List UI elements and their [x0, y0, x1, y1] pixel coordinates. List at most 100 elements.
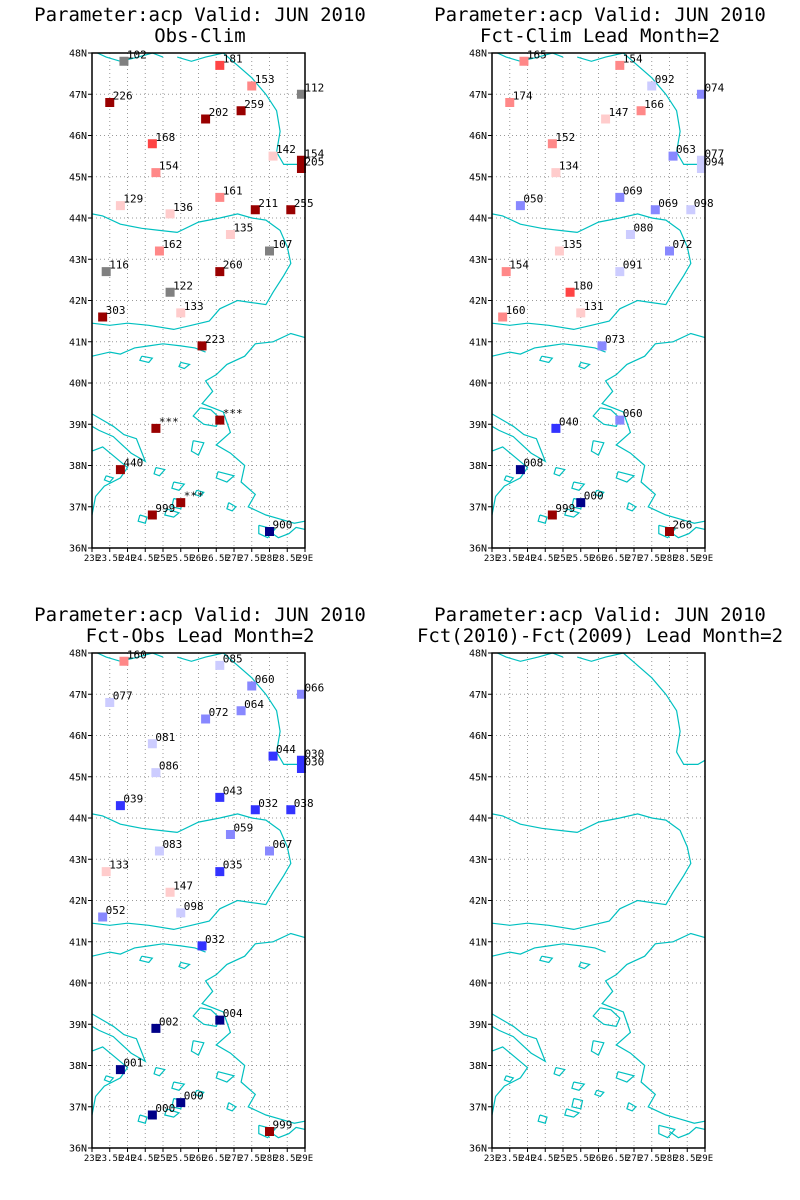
station-label: 043	[223, 784, 243, 797]
lon-tick-label: 28.5E	[274, 554, 301, 564]
panel-fct-obs: Parameter:acp Valid: JUN 2010 Fct-Obs Le…	[0, 600, 400, 1200]
coastline	[192, 407, 221, 427]
station-marker	[296, 764, 306, 773]
station-marker	[215, 60, 225, 70]
station-label: 205	[304, 156, 324, 169]
lon-axis: 23E23.5E24E24.5E25E25.5E26E26.5E27E27.5E…	[484, 548, 713, 564]
station-label: 064	[244, 698, 264, 711]
lat-tick-label: 42N	[469, 896, 487, 907]
lon-tick-label: 25.5E	[167, 1154, 194, 1164]
lon-axis: 23E23.5E24E24.5E25E25.5E26E26.5E27E27.5E…	[484, 1148, 713, 1164]
station-label: 142	[276, 143, 296, 156]
lat-tick-label: 46N	[69, 131, 87, 142]
coastline	[171, 1081, 186, 1091]
lat-tick-label: 41N	[69, 337, 87, 348]
station-marker	[615, 60, 625, 70]
lon-tick-label: 26E	[590, 1154, 606, 1164]
station-marker	[576, 498, 586, 508]
station-marker	[215, 267, 225, 277]
station-label: 094	[704, 156, 724, 169]
lon-tick-label: 26.5E	[603, 554, 630, 564]
station-marker	[147, 139, 157, 149]
lon-tick-label: 23.5E	[496, 554, 523, 564]
station-marker	[115, 201, 125, 211]
coastline	[669, 526, 706, 539]
station-marker	[151, 423, 161, 433]
lon-tick-label: 28E	[661, 554, 677, 564]
lon-tick-label: 23E	[484, 1154, 500, 1164]
lon-tick-label: 27E	[226, 554, 242, 564]
station-marker	[686, 205, 696, 215]
station-marker	[151, 768, 161, 778]
station-marker	[668, 151, 678, 161]
coastline	[577, 652, 706, 765]
coastline	[592, 1007, 621, 1027]
station-marker	[268, 751, 278, 761]
station-marker	[615, 415, 625, 425]
coastline	[491, 413, 547, 463]
lat-tick-label: 48N	[469, 649, 487, 660]
station-marker	[215, 1015, 225, 1025]
coastline	[103, 1075, 115, 1083]
lon-tick-label: 23E	[84, 1154, 100, 1164]
station-label: 001	[123, 1057, 143, 1070]
coastline	[571, 1097, 584, 1110]
lat-tick-label: 36N	[469, 544, 487, 555]
coastline	[553, 1067, 566, 1077]
coastline	[153, 467, 166, 477]
panel-fct-diff: Parameter:acp Valid: JUN 2010 Fct(2010)-…	[400, 600, 800, 1200]
coastline	[590, 440, 605, 457]
coastline	[226, 502, 237, 512]
coastline	[201, 332, 306, 524]
station-label: 002	[159, 1015, 179, 1028]
station-label: 154	[304, 147, 324, 160]
station-label: 147	[609, 106, 629, 119]
lat-tick-label: 42N	[469, 296, 487, 307]
station-marker	[147, 1110, 157, 1120]
coastline	[137, 514, 148, 524]
lat-tick-label: 48N	[69, 649, 87, 660]
station-marker	[501, 267, 511, 277]
station-marker	[165, 287, 175, 297]
station-marker	[551, 423, 561, 433]
station-label: 223	[205, 333, 225, 346]
station-marker	[505, 98, 515, 107]
lat-tick-label: 45N	[69, 772, 87, 783]
station-marker	[147, 510, 157, 520]
station-marker	[98, 312, 108, 322]
lat-tick-label: 38N	[69, 461, 87, 472]
coastline	[594, 489, 605, 498]
lon-tick-label: 26E	[190, 554, 206, 564]
coastline	[190, 440, 205, 457]
coastline	[171, 481, 186, 491]
coastline	[491, 1046, 529, 1116]
panel-obs-clim: Parameter:acp Valid: JUN 2010 Obs-Clim 1…	[0, 0, 400, 600]
station-marker	[265, 527, 274, 536]
station-marker	[296, 755, 306, 765]
coastline	[137, 1114, 148, 1124]
coastline	[601, 932, 706, 1124]
station-label: 074	[704, 81, 724, 94]
station-marker	[597, 341, 607, 351]
station-label: 085	[223, 652, 243, 665]
station-marker	[265, 1127, 274, 1136]
station-marker	[250, 205, 260, 215]
station-marker	[151, 1023, 161, 1033]
lon-tick-label: 24.5E	[532, 554, 559, 564]
station-label: 067	[273, 838, 293, 851]
lat-axis: 48N 47N 46N 45N 44N 43N 42N 41N 40N 39N 38N 37N 36N	[69, 49, 92, 555]
grid	[92, 53, 305, 548]
station-label: 080	[633, 222, 653, 235]
coastline	[190, 1040, 205, 1057]
lon-tick-label: 24.5E	[532, 1154, 559, 1164]
lat-tick-label: 39N	[469, 1020, 487, 1031]
station-marker	[176, 308, 186, 318]
lon-tick-label: 24E	[119, 1154, 135, 1164]
lat-axis: 48N 47N 46N 45N 44N 43N 42N 41N 40N 39N 38N 37N 36N	[69, 649, 92, 1155]
coastline	[139, 355, 154, 364]
station-marker	[547, 510, 557, 520]
panel-title: Parameter:acp Valid: JUN 2010	[34, 4, 366, 26]
lon-tick-label: 24E	[519, 1154, 535, 1164]
